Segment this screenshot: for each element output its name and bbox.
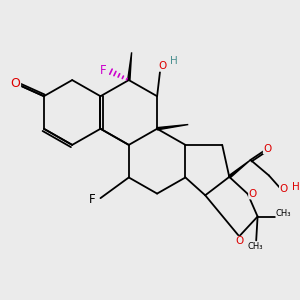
Text: O: O	[11, 77, 20, 90]
Polygon shape	[128, 52, 132, 80]
Text: F: F	[89, 193, 96, 206]
Text: O: O	[249, 189, 257, 199]
Text: O: O	[159, 61, 167, 71]
Text: H: H	[292, 182, 300, 192]
Text: O: O	[280, 184, 288, 194]
Text: H: H	[170, 56, 178, 66]
Text: F: F	[99, 64, 106, 77]
Text: O: O	[263, 144, 272, 154]
Polygon shape	[229, 160, 250, 178]
Polygon shape	[157, 124, 188, 130]
Text: O: O	[235, 236, 243, 246]
Text: CH₃: CH₃	[276, 208, 291, 217]
Text: CH₃: CH₃	[248, 242, 263, 251]
